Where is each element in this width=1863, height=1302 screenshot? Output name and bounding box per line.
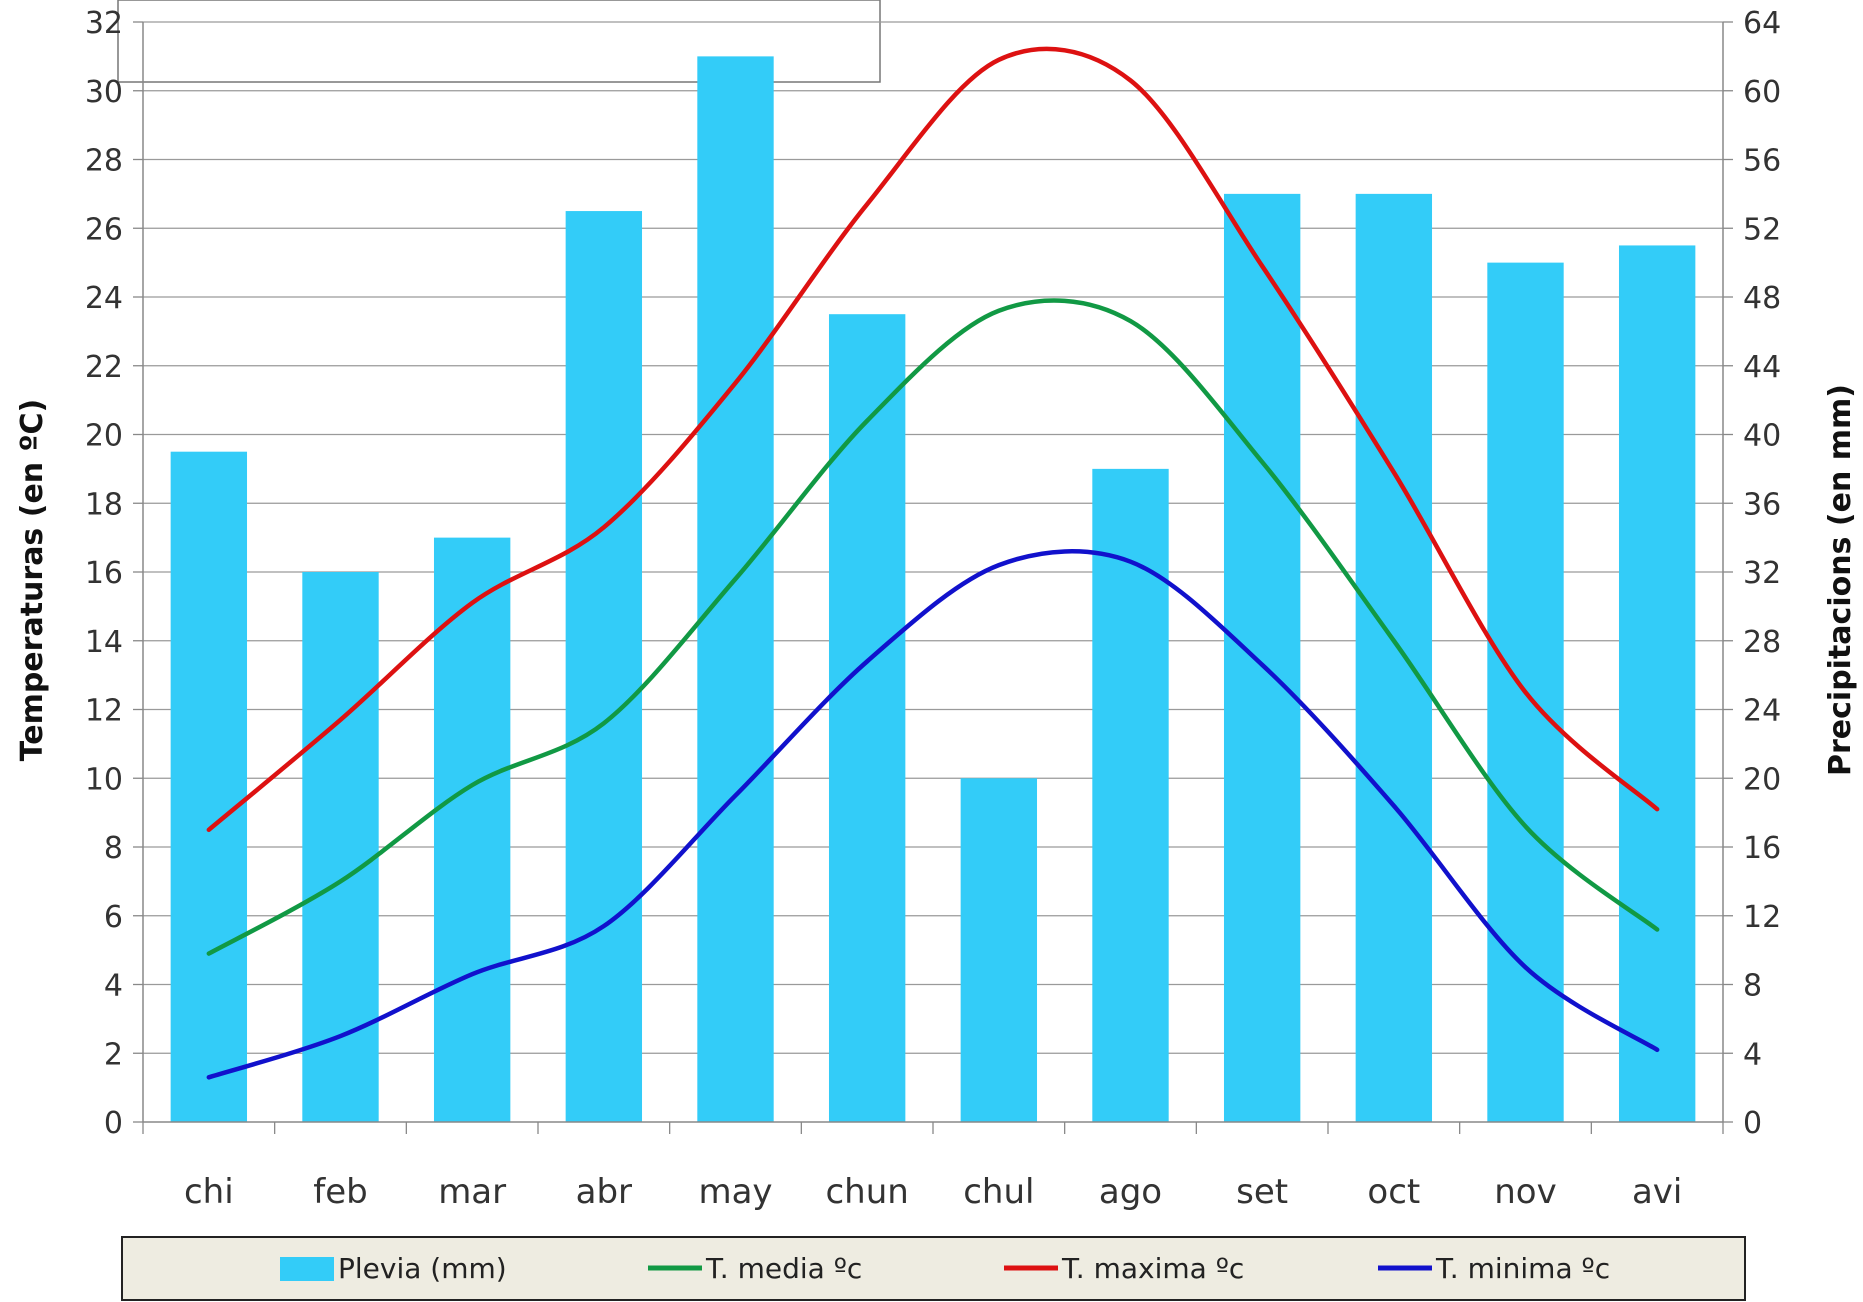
x-tick-label: feb — [313, 1172, 367, 1212]
bar-chi — [170, 451, 248, 1122]
x-tick-label: set — [1236, 1172, 1288, 1212]
right-tick-label: 44 — [1743, 350, 1781, 385]
gridlines — [143, 21, 1723, 1054]
right-tick-label: 64 — [1743, 6, 1781, 41]
right-tick-label: 28 — [1743, 625, 1781, 660]
left-tick-label: 20 — [85, 419, 123, 454]
right-tick-label: 24 — [1743, 694, 1781, 729]
temperature-lines — [206, 46, 1660, 1080]
x-tick-label: may — [698, 1172, 772, 1212]
left-tick-label: 32 — [85, 6, 123, 41]
left-tick-label: 12 — [85, 694, 123, 729]
bar-feb — [302, 572, 379, 1122]
legend-label: T. maxima ºc — [1061, 1252, 1244, 1285]
right-tick-label: 56 — [1743, 144, 1781, 179]
right-tick-label: 52 — [1743, 212, 1781, 247]
legend: Plevia (mm) T. media ºc T. maxima ºc T. min… — [121, 1236, 1746, 1301]
left-tick-label: 30 — [85, 75, 123, 110]
x-tick-label: abr — [576, 1172, 632, 1212]
left-tick-label: 10 — [85, 762, 123, 797]
bar-abr — [565, 211, 643, 1122]
legend-label: T. media ºc — [705, 1252, 862, 1285]
right-tick-label: 60 — [1743, 75, 1781, 110]
left-tick-label: 24 — [85, 281, 123, 316]
precipitation-bars — [170, 56, 1696, 1122]
x-tick-label: chi — [184, 1172, 234, 1212]
right-tick-label: 48 — [1743, 281, 1781, 316]
bar-ago — [1092, 468, 1169, 1122]
legend-box — [121, 1236, 1746, 1301]
bar-avi — [1618, 245, 1696, 1122]
left-tick-label: 2 — [104, 1037, 123, 1072]
bar-set — [1223, 193, 1301, 1122]
x-tick-label: avi — [1632, 1172, 1682, 1212]
legend-label: T. minima ºc — [1435, 1252, 1610, 1285]
right-tick-label: 8 — [1743, 969, 1762, 1004]
left-tick-label: 0 — [104, 1106, 123, 1141]
left-tick-label: 14 — [85, 625, 123, 660]
right-tick-label: 12 — [1743, 900, 1781, 935]
left-tick-label: 28 — [85, 144, 123, 179]
legend-label: Plevia (mm) — [338, 1252, 507, 1285]
left-tick-label: 6 — [104, 900, 123, 935]
x-tick-label: oct — [1367, 1172, 1420, 1212]
y-axis-title: Temperaturas (en ºC) — [15, 399, 50, 762]
left-tick-label: 18 — [85, 487, 123, 522]
bar-may — [697, 56, 774, 1122]
right-tick-label: 0 — [1743, 1106, 1762, 1141]
category-ticks: chi feb mar abr may chun chul ago set oct nov avi — [142, 1122, 1724, 1212]
x-tick-label: chul — [963, 1172, 1034, 1212]
right-tick-label: 4 — [1743, 1037, 1762, 1072]
x-tick-label: mar — [438, 1172, 506, 1212]
x-tick-label: ago — [1099, 1172, 1162, 1212]
line-t-maxima-c — [206, 46, 1660, 833]
y2-axis-title: Precipitacions (en mm) — [1823, 384, 1858, 776]
x-tick-label: chun — [825, 1172, 908, 1212]
right-tick-label: 40 — [1743, 419, 1781, 454]
bar-oct — [1355, 193, 1433, 1122]
bar-mar — [433, 537, 511, 1122]
left-tick-label: 16 — [85, 556, 123, 591]
right-tick-label: 32 — [1743, 556, 1781, 591]
line-t-minima-c — [206, 549, 1660, 1080]
line-t-media-c — [206, 298, 1660, 956]
left-tick-label: 22 — [85, 350, 123, 385]
bar-chul — [960, 778, 1038, 1122]
right-tick-label: 16 — [1743, 831, 1781, 866]
left-tick-label: 26 — [85, 212, 123, 247]
bar-chun — [828, 314, 906, 1122]
left-tick-label: 8 — [104, 831, 123, 866]
legend-swatch-precipitation — [280, 1257, 334, 1281]
x-tick-label: nov — [1494, 1172, 1556, 1212]
right-tick-label: 20 — [1743, 762, 1781, 797]
left-tick-label: 4 — [104, 969, 123, 1004]
right-tick-label: 36 — [1743, 487, 1781, 522]
